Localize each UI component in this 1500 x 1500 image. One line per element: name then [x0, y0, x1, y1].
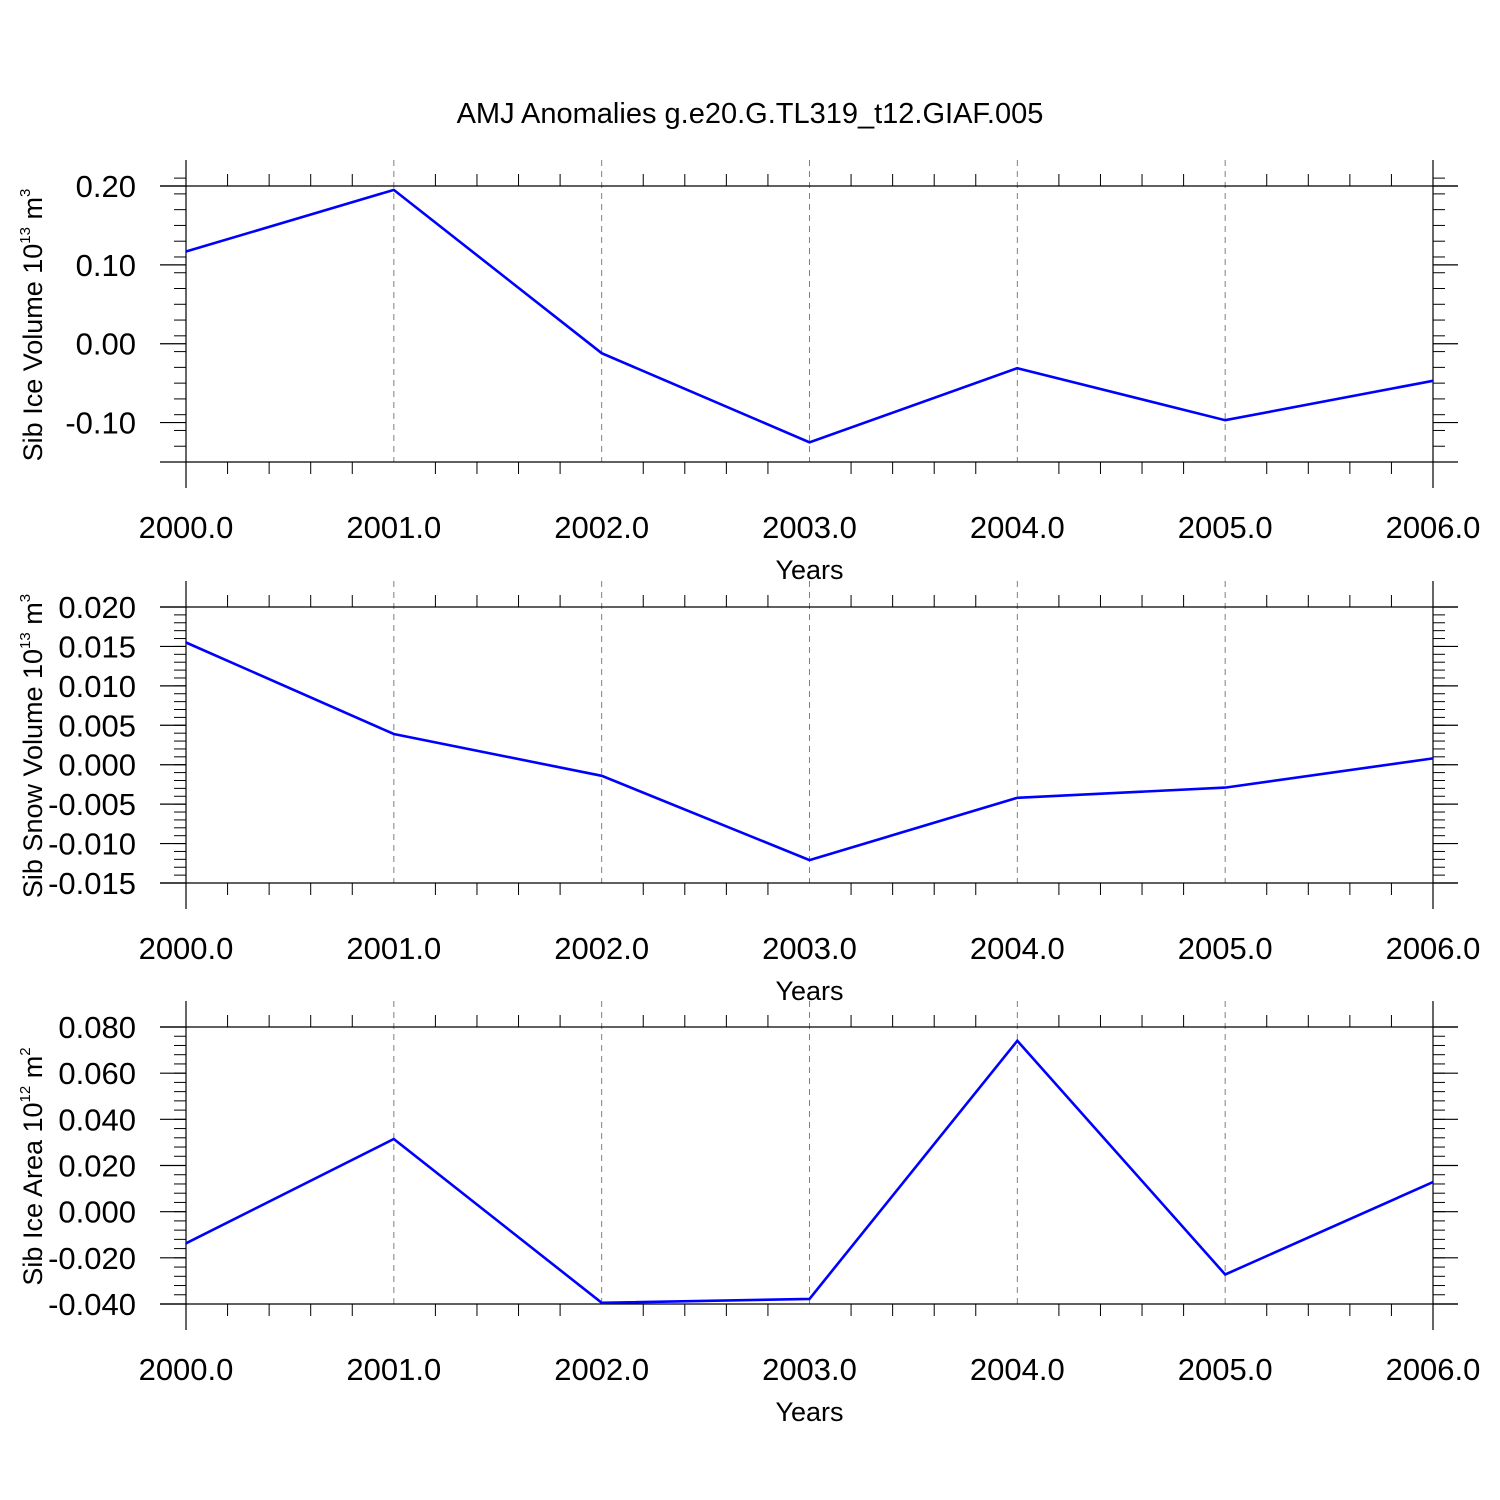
chart-title: AMJ Anomalies g.e20.G.TL319_t12.GIAF.005 — [457, 98, 1044, 130]
x-tick-label: 2002.0 — [554, 510, 649, 545]
data-point — [393, 189, 395, 191]
y-tick-label: 0.010 — [58, 669, 136, 704]
data-point — [393, 1138, 395, 1140]
y-tick-label: -0.10 — [65, 406, 136, 441]
x-tick-label: 2003.0 — [762, 1352, 857, 1387]
data-point — [808, 859, 811, 861]
x-tick-label: 2002.0 — [554, 1352, 649, 1387]
x-tick-label: 2006.0 — [1386, 510, 1481, 545]
x-tick-label: 2004.0 — [970, 1352, 1065, 1387]
y-tick-label: 0.020 — [58, 590, 136, 625]
y-tick-label: 0.080 — [58, 1010, 136, 1045]
data-point — [1016, 367, 1019, 369]
x-tick-label: 2004.0 — [970, 931, 1065, 966]
y-axis-label: Sib Ice Area 1012 m2 — [17, 1047, 48, 1285]
x-tick-label: 2002.0 — [554, 931, 649, 966]
x-tick-label: 2003.0 — [762, 510, 857, 545]
y-tick-label: -0.005 — [48, 787, 136, 822]
x-tick-label: 2006.0 — [1386, 1352, 1481, 1387]
y-axis-label: Sib Ice Volume 1013 m3 — [17, 189, 48, 462]
y-tick-label: -0.020 — [48, 1241, 136, 1276]
y-tick-label: 0.000 — [58, 748, 136, 783]
data-point — [1224, 786, 1226, 789]
data-point — [808, 1298, 811, 1300]
y-tick-label: 0.10 — [76, 248, 136, 283]
panel-2: 2000.0 2001.0 2002.0 2003.0 2004.0 2005.0 2006… — [17, 581, 1480, 1006]
x-tick-label: 2006.0 — [1386, 931, 1481, 966]
data-point — [393, 733, 395, 735]
y-tick-label: 0.20 — [76, 169, 136, 204]
data-point — [600, 774, 603, 777]
y-tick-label: 0.060 — [58, 1056, 136, 1091]
x-tick-label: 2004.0 — [970, 510, 1065, 545]
data-point — [808, 441, 811, 444]
data-point — [1432, 1181, 1434, 1183]
y-tick-label: 0.00 — [76, 327, 136, 362]
data-point — [1432, 757, 1434, 760]
x-tick-label: 2000.0 — [139, 1352, 234, 1387]
x-tick-label: 2005.0 — [1178, 1352, 1273, 1387]
y-tick-label: 0.000 — [58, 1195, 136, 1230]
x-tick-label: 2000.0 — [139, 510, 234, 545]
panel-1: 2000.0 2001.0 2002.0 2003.0 2004.0 2005.0 2006… — [17, 160, 1480, 585]
y-tick-label: 0.015 — [58, 629, 136, 664]
data-point — [1432, 379, 1434, 382]
y-tick-label: -0.015 — [48, 866, 136, 901]
y-tick-label: 0.020 — [58, 1149, 136, 1184]
data-point — [1224, 1273, 1226, 1276]
panel-3: 2000.0 2001.0 2002.0 2003.0 2004.0 2005.0 2006… — [17, 1001, 1480, 1427]
x-tick-label: 2005.0 — [1178, 510, 1273, 545]
data-point — [1016, 797, 1019, 799]
x-axis-label: Years — [775, 1397, 843, 1427]
x-tick-label: 2001.0 — [346, 931, 441, 966]
y-tick-label: -0.040 — [48, 1287, 136, 1322]
data-point — [600, 352, 603, 354]
x-tick-label: 2000.0 — [139, 931, 234, 966]
data-point — [600, 1302, 603, 1304]
data-point — [185, 641, 187, 644]
data-point — [1016, 1040, 1019, 1042]
data-point — [1224, 419, 1226, 422]
x-tick-label: 2003.0 — [762, 931, 857, 966]
x-tick-label: 2005.0 — [1178, 931, 1273, 966]
x-tick-label: 2001.0 — [346, 510, 441, 545]
y-axis-label: Sib Snow Volume 1013 m3 — [17, 594, 48, 898]
data-point — [185, 250, 187, 253]
y-tick-label: -0.010 — [48, 827, 136, 862]
x-axis-label: Years — [775, 555, 843, 585]
x-tick-label: 2001.0 — [346, 1352, 441, 1387]
data-point — [185, 1242, 187, 1245]
y-tick-label: 0.040 — [58, 1102, 136, 1137]
y-tick-label: 0.005 — [58, 708, 136, 743]
